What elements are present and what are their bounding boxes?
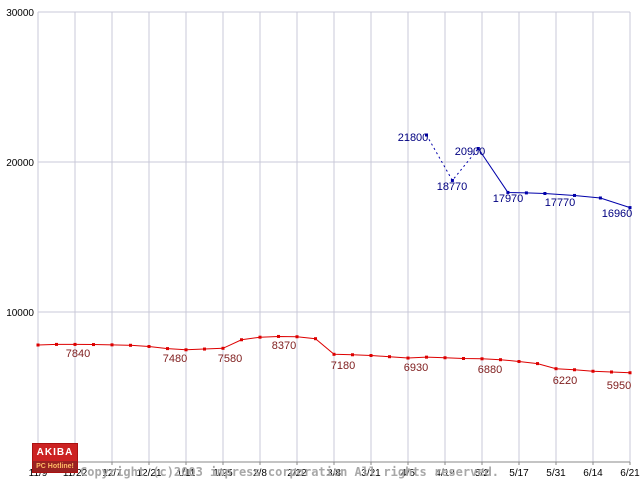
value-label: 18770 (437, 181, 468, 193)
data-point-marker (598, 196, 602, 200)
value-label: 5950 (607, 380, 631, 392)
x-axis (37, 461, 631, 465)
data-point-marker (480, 357, 484, 361)
data-point-marker (221, 346, 225, 350)
akiba-pc-hotline-logo: AKIBA PC Hotline! (32, 443, 78, 473)
data-point-marker (406, 356, 410, 360)
x-tick-label: 11/22 (63, 468, 88, 479)
data-point-marker (536, 362, 539, 366)
value-label: 6220 (553, 375, 577, 387)
data-point-marker (591, 369, 595, 373)
data-point-marker (240, 338, 243, 342)
data-point-marker (524, 191, 528, 195)
upper-price-line (425, 133, 632, 210)
value-label: 8370 (272, 340, 296, 352)
x-tick-label: 1/11 (177, 468, 196, 479)
x-tick-label: 6/14 (583, 468, 603, 479)
data-point-marker (450, 178, 454, 182)
data-point-marker (425, 355, 428, 359)
value-label: 21800 (398, 132, 429, 144)
value-label: 16960 (602, 208, 633, 220)
data-point-marker (36, 343, 40, 347)
data-point-marker (506, 190, 510, 194)
logo-bottom-text: PC Hotline! (33, 461, 77, 472)
data-point-marker (277, 334, 280, 338)
data-point-marker (332, 352, 336, 356)
data-point-marker (462, 357, 465, 360)
x-tick-label: 4/5 (401, 468, 415, 479)
value-label: 17770 (545, 197, 576, 209)
x-tick-label: 5/17 (509, 468, 529, 479)
data-point-marker (476, 147, 480, 150)
x-tick-label: 5/31 (546, 468, 566, 479)
x-tick-label: 5/2 (475, 468, 489, 479)
data-point-marker (388, 355, 391, 359)
value-label: 7840 (66, 348, 90, 360)
y-tick-label: 30000 (6, 8, 34, 19)
data-point-marker (295, 335, 299, 339)
data-point-marker (110, 343, 114, 347)
data-point-marker (129, 343, 132, 347)
lower-price-line (36, 334, 632, 375)
data-point-marker (425, 133, 428, 137)
data-point-marker (573, 193, 576, 197)
data-point-marker (351, 353, 354, 357)
data-point-marker (55, 342, 58, 346)
value-label: 20900 (455, 146, 486, 158)
gridlines (37, 11, 631, 462)
data-point-marker (147, 345, 151, 348)
data-point-marker (628, 371, 632, 375)
x-axis-labels: 11/9 11/22 12/7 12/21 1/11 1/25 2/8 2/22 3/8 3/21… (29, 468, 640, 479)
x-tick-label: 6/21 (620, 468, 640, 479)
x-tick-label: 2/8 (253, 468, 267, 479)
value-label: 6880 (478, 364, 502, 376)
data-point-marker (573, 368, 576, 372)
value-label: 6930 (404, 362, 428, 374)
logo-top-text: AKIBA (36, 447, 74, 458)
y-axis-labels: 10000 20000 30000 (6, 8, 34, 319)
data-point-marker (166, 347, 169, 351)
data-point-marker (258, 335, 262, 339)
data-point-marker (443, 356, 447, 360)
data-point-marker (314, 337, 317, 341)
x-tick-label: 12/21 (136, 468, 161, 479)
data-point-marker (73, 342, 77, 346)
y-tick-label: 20000 (6, 158, 34, 169)
value-label: 7480 (163, 353, 187, 365)
data-point-marker (610, 370, 613, 374)
y-tick-label: 10000 (6, 308, 34, 319)
value-label: 7580 (218, 353, 242, 365)
data-point-marker (184, 348, 188, 352)
data-point-marker (203, 347, 206, 351)
x-tick-label: 12/7 (102, 468, 122, 479)
data-point-marker (517, 360, 521, 363)
value-label: 7180 (331, 360, 355, 372)
x-tick-label: 4/19 (435, 468, 455, 479)
x-tick-label: 3/21 (361, 468, 381, 479)
data-point-marker (554, 367, 558, 371)
data-point-marker (543, 192, 547, 195)
data-labels: 7840 7480 7580 8370 7180 6930 6880 6220 5950 2180… (66, 132, 633, 392)
x-tick-label: 2/22 (287, 468, 307, 479)
value-label: 17970 (493, 193, 524, 205)
data-point-marker (499, 358, 502, 362)
x-tick-label: 3/8 (327, 468, 341, 479)
data-point-marker (628, 206, 632, 210)
x-tick-label: 1/25 (213, 468, 233, 479)
data-point-marker (92, 343, 95, 347)
data-point-marker (369, 354, 373, 357)
x-tick-label: 11/9 (29, 468, 48, 479)
